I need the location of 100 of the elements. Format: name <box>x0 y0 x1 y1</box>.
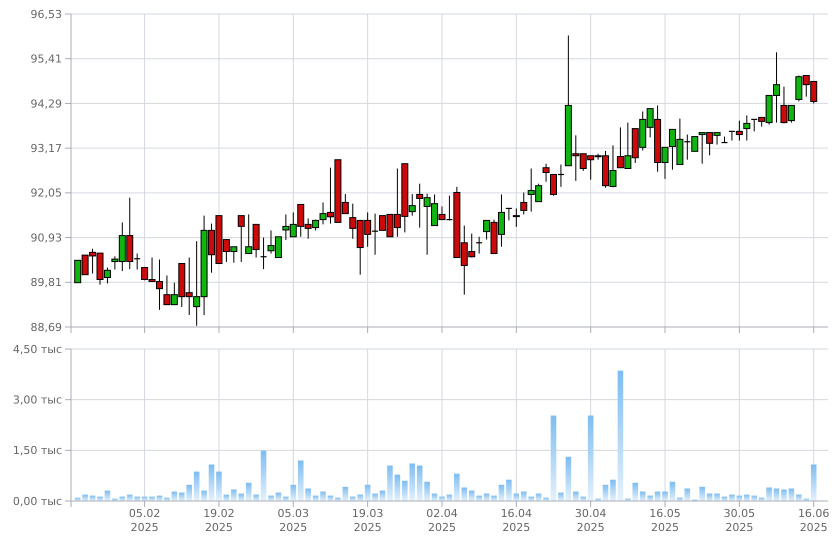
bar <box>498 484 504 501</box>
bar <box>172 492 178 501</box>
bar <box>298 460 304 501</box>
bar <box>573 492 579 501</box>
bar <box>744 494 750 501</box>
bar <box>268 496 274 501</box>
bar <box>670 482 676 501</box>
bar <box>283 496 289 501</box>
bar <box>736 496 742 501</box>
bar <box>364 484 370 501</box>
bar <box>647 496 653 501</box>
bar <box>618 370 624 501</box>
bar <box>104 490 110 501</box>
bar <box>224 494 230 501</box>
bar <box>796 494 802 501</box>
bar <box>350 496 356 501</box>
x-tick-label: 19.02 2025 <box>203 507 235 534</box>
y-tick-label: 95,41 <box>30 52 62 66</box>
x-tick-label: 16.06 2025 <box>798 507 830 534</box>
bar <box>186 484 192 501</box>
bar <box>231 490 237 501</box>
y-tick-label: 96,53 <box>30 8 62 21</box>
x-tick-label: 30.05 2025 <box>724 507 756 534</box>
candlestick <box>260 237 268 270</box>
y-tick-label: 90,93 <box>30 231 62 244</box>
bar <box>461 487 468 501</box>
y-tick-label: 3,00 тыс <box>12 394 62 407</box>
bar <box>536 494 542 501</box>
bar <box>781 490 787 501</box>
bar <box>610 480 616 501</box>
y-tick-label: 89,81 <box>30 276 62 290</box>
bar <box>528 496 534 501</box>
bar <box>276 492 282 501</box>
bar <box>194 472 200 501</box>
bar <box>305 488 311 501</box>
bar <box>342 486 348 501</box>
bar <box>387 466 393 501</box>
x-tick-label: 02.04 2025 <box>426 507 458 534</box>
y-tick-label: 94,29 <box>30 97 62 110</box>
bar <box>142 496 148 501</box>
bar <box>201 490 207 501</box>
bar <box>446 494 452 501</box>
y-tick-label: 1,50 тыс <box>12 444 62 458</box>
x-tick-label: 19.03 2025 <box>352 507 384 534</box>
bar <box>654 492 660 501</box>
bar <box>394 474 400 501</box>
bar <box>640 492 646 501</box>
bar <box>312 496 318 501</box>
x-tick-label: 05.03 2025 <box>278 507 310 534</box>
bar <box>810 464 816 501</box>
bar <box>416 466 422 501</box>
bar <box>588 416 594 501</box>
bar <box>432 494 438 501</box>
bar <box>454 474 460 501</box>
bar <box>246 482 252 501</box>
candlestick <box>512 208 520 228</box>
x-tick-label: 16.05 2025 <box>649 507 681 534</box>
bar <box>662 492 668 501</box>
candlestick <box>238 215 245 262</box>
candlestick <box>743 114 750 142</box>
bar <box>514 494 520 501</box>
bar <box>714 494 720 501</box>
bar <box>238 494 244 501</box>
x-tick-label: 05.02 2025 <box>128 507 160 534</box>
bar <box>550 416 556 501</box>
bar <box>380 490 386 501</box>
bar <box>216 472 222 501</box>
bar <box>260 450 266 501</box>
bar <box>476 496 482 501</box>
y-tick-label: 4,50 тыс <box>12 342 62 356</box>
bar <box>632 482 638 501</box>
bar <box>699 486 705 501</box>
y-tick-label: 92,05 <box>30 186 62 200</box>
bar <box>766 487 772 501</box>
bar <box>729 494 735 501</box>
bar <box>82 494 88 501</box>
bar <box>424 482 430 501</box>
bar <box>328 496 334 501</box>
x-tick-label: 16.04 2025 <box>500 507 532 534</box>
bar <box>722 496 728 501</box>
candlestick <box>476 236 483 254</box>
bar <box>156 496 162 501</box>
bar <box>706 494 712 501</box>
bar <box>566 456 572 501</box>
bar <box>178 492 185 501</box>
bar <box>788 488 794 501</box>
bar <box>580 496 586 501</box>
bar <box>602 484 608 501</box>
candlestick <box>542 163 550 182</box>
bar <box>97 496 103 501</box>
bar <box>439 496 445 501</box>
bar <box>290 484 296 501</box>
bar <box>90 496 96 501</box>
y-tick-label: 93,17 <box>30 142 62 155</box>
bar <box>149 496 155 501</box>
bar <box>491 496 497 501</box>
bar <box>484 494 490 501</box>
bar <box>126 494 133 501</box>
x-tick-label: 30.04 2025 <box>574 507 606 534</box>
bar <box>134 496 140 501</box>
